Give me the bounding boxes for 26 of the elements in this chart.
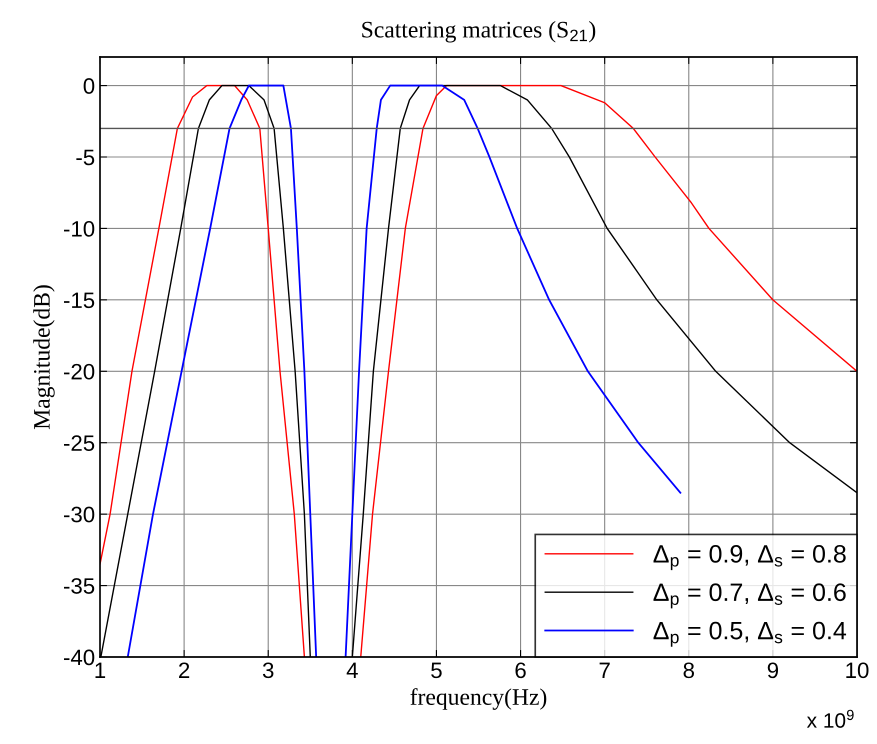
x-tick-label: 6 xyxy=(516,662,526,678)
x-tick-label: 10 xyxy=(846,662,868,678)
y-tick-label: 0 xyxy=(84,78,94,94)
y-tick-label: -15 xyxy=(64,292,94,308)
x-tick-label: 7 xyxy=(600,662,610,678)
text: x 10$^{9}$ xyxy=(806,710,854,728)
legend-label: Δ$_{p}$ = 0.5, Δ$_{s}$ = 0.4 xyxy=(653,622,846,647)
x-tick-label: 5 xyxy=(431,662,442,678)
x-tick-label: 3 xyxy=(262,662,274,678)
x-tick-label: 8 xyxy=(684,662,694,678)
y-axis-title: Magnitude(dB) xyxy=(33,285,55,430)
y-tick-label: -20 xyxy=(64,364,94,380)
y-tick-label: -10 xyxy=(64,220,94,237)
legend-label: Δ$_{p}$ = 0.7, Δ$_{s}$ = 0.6 xyxy=(653,583,846,608)
y-tick-label: -40 xyxy=(64,650,94,666)
x-tick-label: 4 xyxy=(346,662,358,678)
y-tick-label: -5 xyxy=(76,150,94,166)
x-tick-label: 2 xyxy=(179,662,190,678)
chart-title: Scattering matrices (S$_{21}$) xyxy=(362,21,596,43)
x-tick-label: 9 xyxy=(768,662,778,678)
x-axis-title: frequency(Hz) xyxy=(410,688,546,710)
y-tick-label: -30 xyxy=(64,506,94,522)
legend-label: Δ$_{p}$ = 0.9, Δ$_{s}$ = 0.8 xyxy=(653,545,846,570)
y-tick-label: -35 xyxy=(64,578,94,594)
x-tick-label: 1 xyxy=(96,662,106,678)
y-tick-label: -25 xyxy=(64,435,94,451)
